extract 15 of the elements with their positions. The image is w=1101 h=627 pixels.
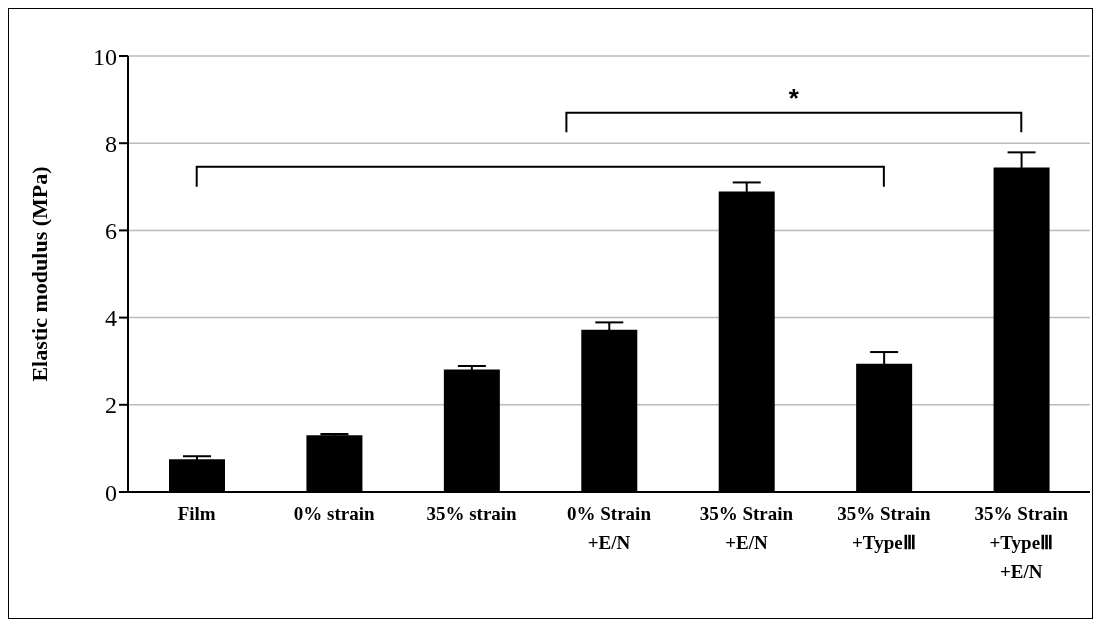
- y-tick-label: 8: [105, 130, 117, 157]
- y-axis-title: Elastic modulus (MPa): [26, 166, 52, 382]
- y-tick-label: 2: [105, 392, 117, 419]
- y-tick-label: 0: [105, 479, 117, 506]
- x-tick-label: 35% strain: [426, 503, 518, 524]
- x-tick-label: Film: [177, 503, 216, 524]
- y-tick-label: 4: [105, 305, 117, 332]
- annotation: *: [788, 82, 800, 113]
- y-tick-label: 10: [93, 43, 117, 70]
- x-tick-label: 0% strain: [293, 503, 375, 524]
- x-tick-label: 35% Strain +TypeⅢ +E/N: [974, 503, 1069, 582]
- y-tick-label: 6: [105, 217, 117, 244]
- x-tick-label: 35% Strain +E/N: [699, 503, 794, 553]
- x-tick-label: 35% Strain +TypeⅢ: [837, 503, 931, 553]
- x-tick-label: 0% Strain +E/N: [567, 503, 652, 553]
